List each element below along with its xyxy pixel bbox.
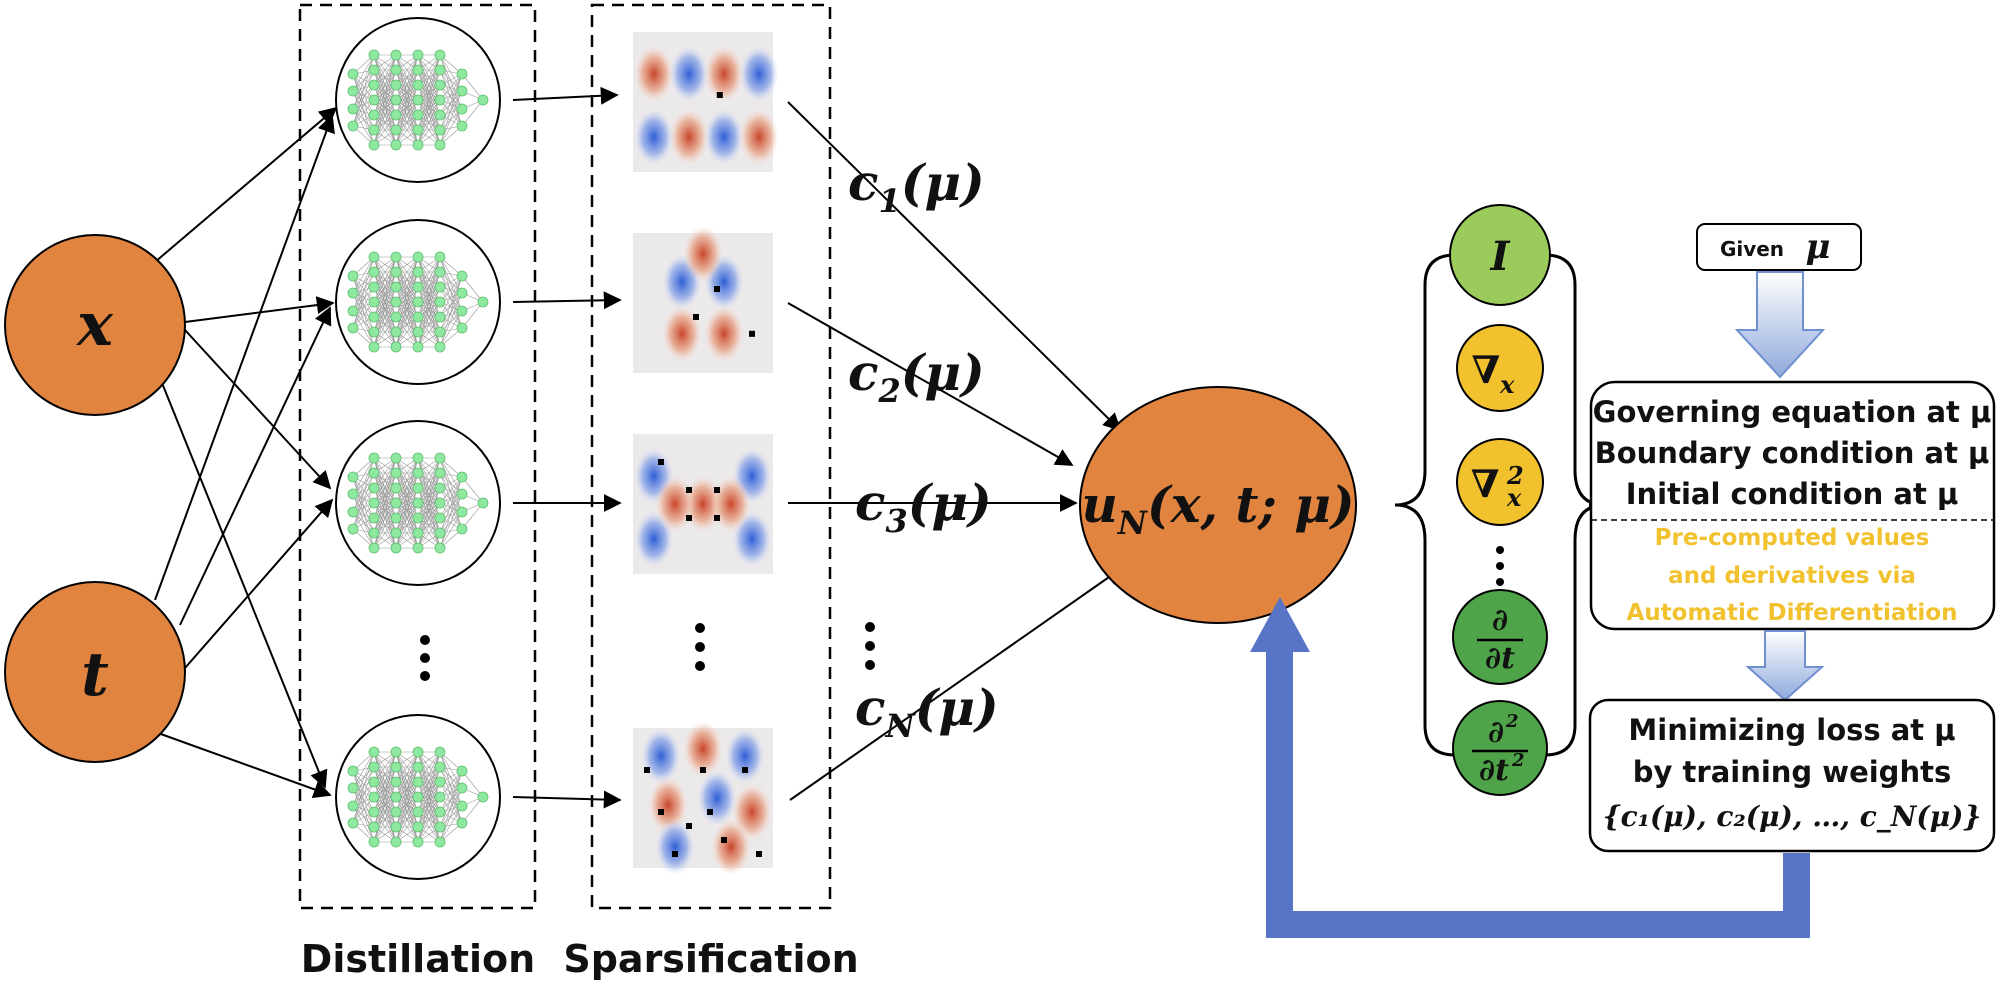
feedback-arrow-head <box>1250 597 1310 652</box>
svg-text:∂t: ∂t <box>1485 641 1515 676</box>
svg-text:Initial condition at μ: Initial condition at μ <box>1626 477 1959 511</box>
operator-gradient: ∇x <box>1456 324 1544 412</box>
svg-text:∂t: ∂t <box>1479 753 1509 788</box>
svg-text:2: 2 <box>1506 461 1524 490</box>
mode-image-group <box>633 32 779 875</box>
output-node: uN(x, t; μ) <box>1079 386 1357 624</box>
svg-text:∇x: ∇x <box>1472 347 1516 399</box>
svg-text:∂: ∂ <box>1488 715 1504 750</box>
operator-second-time-derivative: ∂ 2 ∂t 2 <box>1452 700 1548 796</box>
network-mode-arrows <box>512 86 622 809</box>
input-arrows <box>154 106 338 798</box>
coefficient-arrows <box>787 101 1124 801</box>
svg-text:2: 2 <box>1505 711 1519 732</box>
svg-text:∇: ∇ <box>1471 461 1500 506</box>
mode-image-4 <box>633 721 773 875</box>
svg-text:I: I <box>1490 233 1511 280</box>
coef-cN: cN(μ) <box>855 678 999 745</box>
flow-arrow-2 <box>1745 630 1825 702</box>
given-mu: μ <box>1806 227 1831 267</box>
conditions-box <box>1589 380 1996 631</box>
svg-text:by training weights: by training weights <box>1633 755 1951 789</box>
svg-text:and derivatives via: and derivatives via <box>1668 563 1916 589</box>
network-4 <box>335 714 501 880</box>
output-label: uN(x, t; μ) <box>1081 475 1354 542</box>
svg-text:Pre-computed values: Pre-computed values <box>1655 525 1930 551</box>
svg-text:2: 2 <box>1511 750 1525 771</box>
sparsification-label: Sparsification <box>563 937 858 981</box>
operator-identity: I <box>1449 204 1551 306</box>
operator-laplacian: ∇ 2 x <box>1456 438 1544 526</box>
input-t-label: t <box>81 640 109 710</box>
svg-text:Minimizing loss at μ: Minimizing loss at μ <box>1628 713 1955 747</box>
svg-text:Governing equation at μ: Governing equation at μ <box>1593 395 1992 429</box>
loss-text: Minimizing loss at μ by training weights… <box>1603 713 1982 833</box>
left-brace <box>1394 253 1456 757</box>
svg-text:∂: ∂ <box>1492 603 1508 638</box>
network-2 <box>335 219 501 385</box>
network-1 <box>335 17 501 183</box>
coef-c2: c2(μ) <box>848 343 985 410</box>
sparsification-box <box>590 3 832 910</box>
network-3 <box>335 420 501 586</box>
loss-box <box>1588 698 1996 853</box>
given-box <box>1696 223 1862 271</box>
operator-time-derivative: ∂ ∂t <box>1452 589 1548 685</box>
input-node-t: t <box>4 581 186 763</box>
operator-ellipsis <box>1496 546 1504 586</box>
svg-text:{c₁(μ), c₂(μ), …, c_N(μ)}: {c₁(μ), c₂(μ), …, c_N(μ)} <box>1603 800 1982 833</box>
ellipsis-dots <box>420 622 875 681</box>
mode-image-3 <box>633 434 773 574</box>
input-x-label: x <box>75 290 114 360</box>
input-node-x: x <box>4 234 186 416</box>
network-group <box>335 17 501 880</box>
mode-image-2 <box>633 226 773 373</box>
precomputed-text: Pre-computed values and derivatives via … <box>1627 525 1958 626</box>
distillation-label: Distillation <box>301 937 535 981</box>
mode-image-1 <box>633 32 779 172</box>
svg-text:x: x <box>1506 483 1522 512</box>
given-label: Given <box>1720 237 1784 261</box>
coef-c1: c1(μ) <box>848 153 985 220</box>
flow-arrow-1 <box>1734 271 1826 379</box>
coef-c3: c3(μ) <box>855 473 992 540</box>
conditions-text: Governing equation at μ Boundary conditi… <box>1593 395 1992 511</box>
svg-text:Automatic Differentiation: Automatic Differentiation <box>1627 600 1958 626</box>
svg-text:Boundary condition at μ: Boundary condition at μ <box>1595 436 1990 470</box>
